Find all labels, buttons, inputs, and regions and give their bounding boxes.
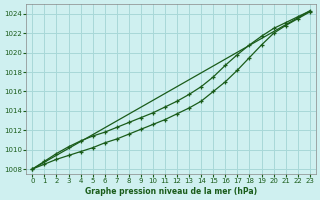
X-axis label: Graphe pression niveau de la mer (hPa): Graphe pression niveau de la mer (hPa) bbox=[85, 187, 257, 196]
